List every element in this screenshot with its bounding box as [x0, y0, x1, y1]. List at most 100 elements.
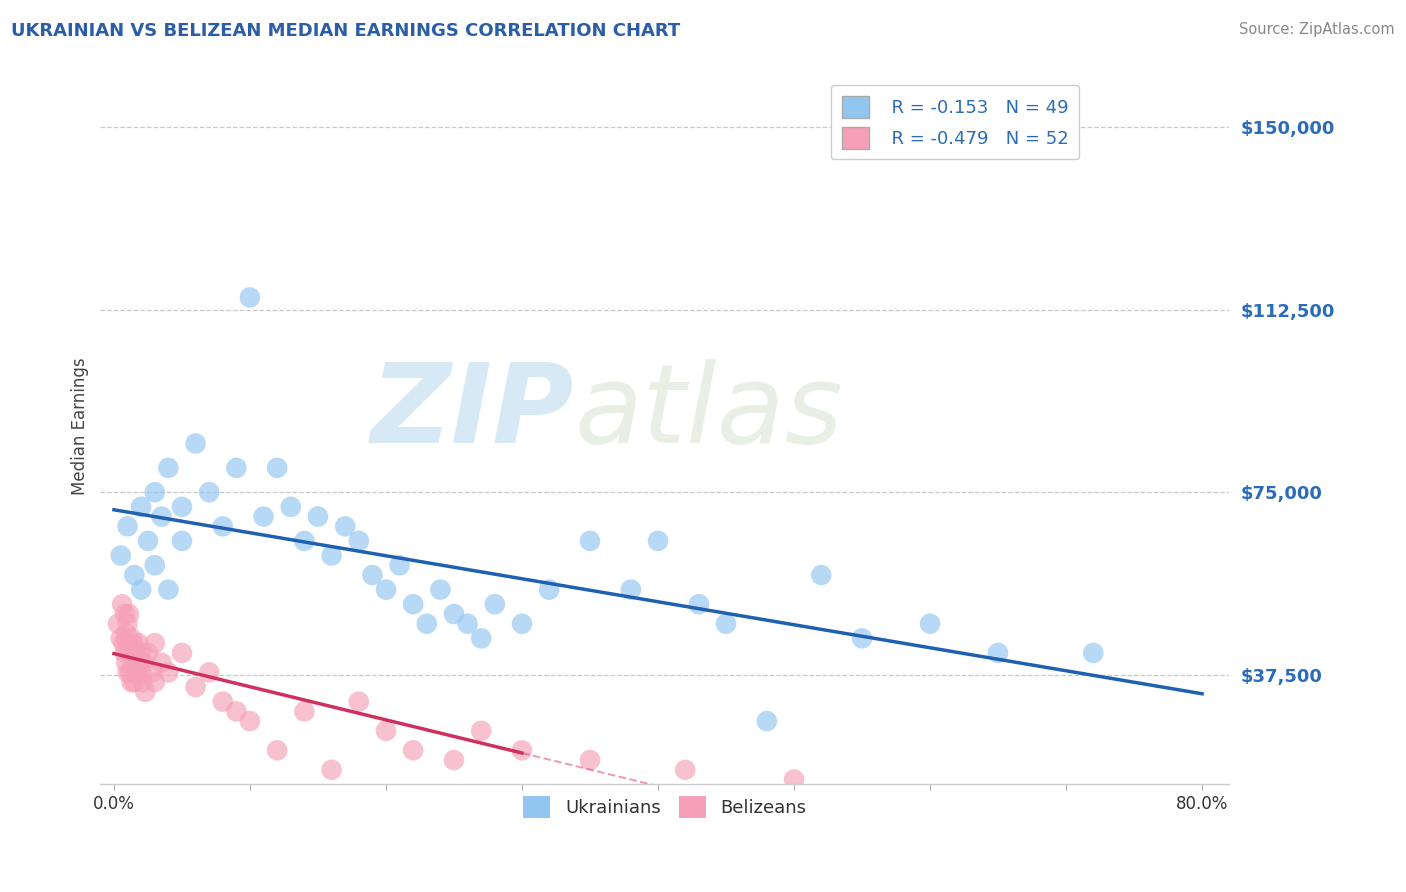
Legend: Ukrainians, Belizeans: Ukrainians, Belizeans: [516, 789, 814, 825]
Point: [443, 607, 465, 621]
Point: [124, 656, 146, 670]
Point: [239, 290, 262, 304]
Point: [579, 753, 602, 767]
Point: [510, 743, 533, 757]
Point: [121, 675, 143, 690]
Point: [211, 519, 233, 533]
Point: [266, 461, 288, 475]
Point: [107, 616, 129, 631]
Point: [141, 665, 163, 680]
Point: [620, 582, 643, 597]
Point: [388, 558, 411, 573]
Point: [157, 461, 180, 475]
Point: [987, 646, 1010, 660]
Point: [132, 656, 155, 670]
Point: [321, 763, 343, 777]
Point: [851, 632, 873, 646]
Point: [129, 500, 152, 514]
Point: [115, 626, 138, 640]
Point: [184, 436, 207, 450]
Point: [117, 616, 139, 631]
Point: [136, 646, 159, 660]
Point: [280, 500, 302, 514]
Point: [918, 616, 941, 631]
Point: [673, 763, 696, 777]
Text: Source: ZipAtlas.com: Source: ZipAtlas.com: [1239, 22, 1395, 37]
Point: [266, 743, 288, 757]
Point: [134, 685, 156, 699]
Point: [117, 519, 139, 533]
Point: [122, 636, 145, 650]
Point: [128, 656, 150, 670]
Point: [114, 646, 136, 660]
Point: [292, 533, 315, 548]
Point: [157, 582, 180, 597]
Point: [416, 616, 439, 631]
Point: [225, 461, 247, 475]
Point: [117, 636, 139, 650]
Point: [143, 675, 166, 690]
Y-axis label: Median Earnings: Median Earnings: [72, 358, 89, 495]
Point: [129, 646, 152, 660]
Point: [443, 753, 465, 767]
Point: [143, 636, 166, 650]
Point: [118, 607, 141, 621]
Point: [127, 636, 149, 650]
Point: [470, 723, 492, 738]
Point: [125, 665, 148, 680]
Point: [307, 509, 329, 524]
Point: [688, 597, 710, 611]
Point: [714, 616, 737, 631]
Point: [484, 597, 506, 611]
Point: [124, 675, 146, 690]
Point: [120, 646, 142, 660]
Point: [252, 509, 274, 524]
Point: [457, 616, 479, 631]
Text: UKRAINIAN VS BELIZEAN MEDIAN EARNINGS CORRELATION CHART: UKRAINIAN VS BELIZEAN MEDIAN EARNINGS CO…: [11, 22, 681, 40]
Point: [170, 646, 193, 660]
Text: atlas: atlas: [575, 359, 844, 466]
Point: [124, 568, 146, 582]
Point: [170, 500, 193, 514]
Point: [321, 549, 343, 563]
Point: [538, 582, 561, 597]
Point: [115, 656, 138, 670]
Point: [347, 533, 370, 548]
Point: [375, 723, 398, 738]
Point: [125, 646, 148, 660]
Point: [470, 632, 492, 646]
Point: [129, 582, 152, 597]
Point: [198, 665, 221, 680]
Point: [810, 568, 832, 582]
Point: [198, 485, 221, 500]
Point: [783, 772, 806, 787]
Point: [347, 695, 370, 709]
Point: [110, 632, 132, 646]
Point: [150, 509, 173, 524]
Text: ZIP: ZIP: [371, 359, 575, 466]
Point: [292, 705, 315, 719]
Point: [1083, 646, 1105, 660]
Point: [131, 675, 153, 690]
Point: [143, 485, 166, 500]
Point: [129, 665, 152, 680]
Point: [579, 533, 602, 548]
Point: [136, 533, 159, 548]
Point: [211, 695, 233, 709]
Point: [117, 665, 139, 680]
Point: [111, 597, 134, 611]
Point: [239, 714, 262, 728]
Point: [184, 680, 207, 694]
Point: [170, 533, 193, 548]
Point: [361, 568, 384, 582]
Point: [402, 743, 425, 757]
Point: [647, 533, 669, 548]
Point: [112, 636, 135, 650]
Point: [121, 632, 143, 646]
Point: [225, 705, 247, 719]
Point: [375, 582, 398, 597]
Point: [114, 607, 136, 621]
Point: [429, 582, 451, 597]
Point: [157, 665, 180, 680]
Point: [755, 714, 778, 728]
